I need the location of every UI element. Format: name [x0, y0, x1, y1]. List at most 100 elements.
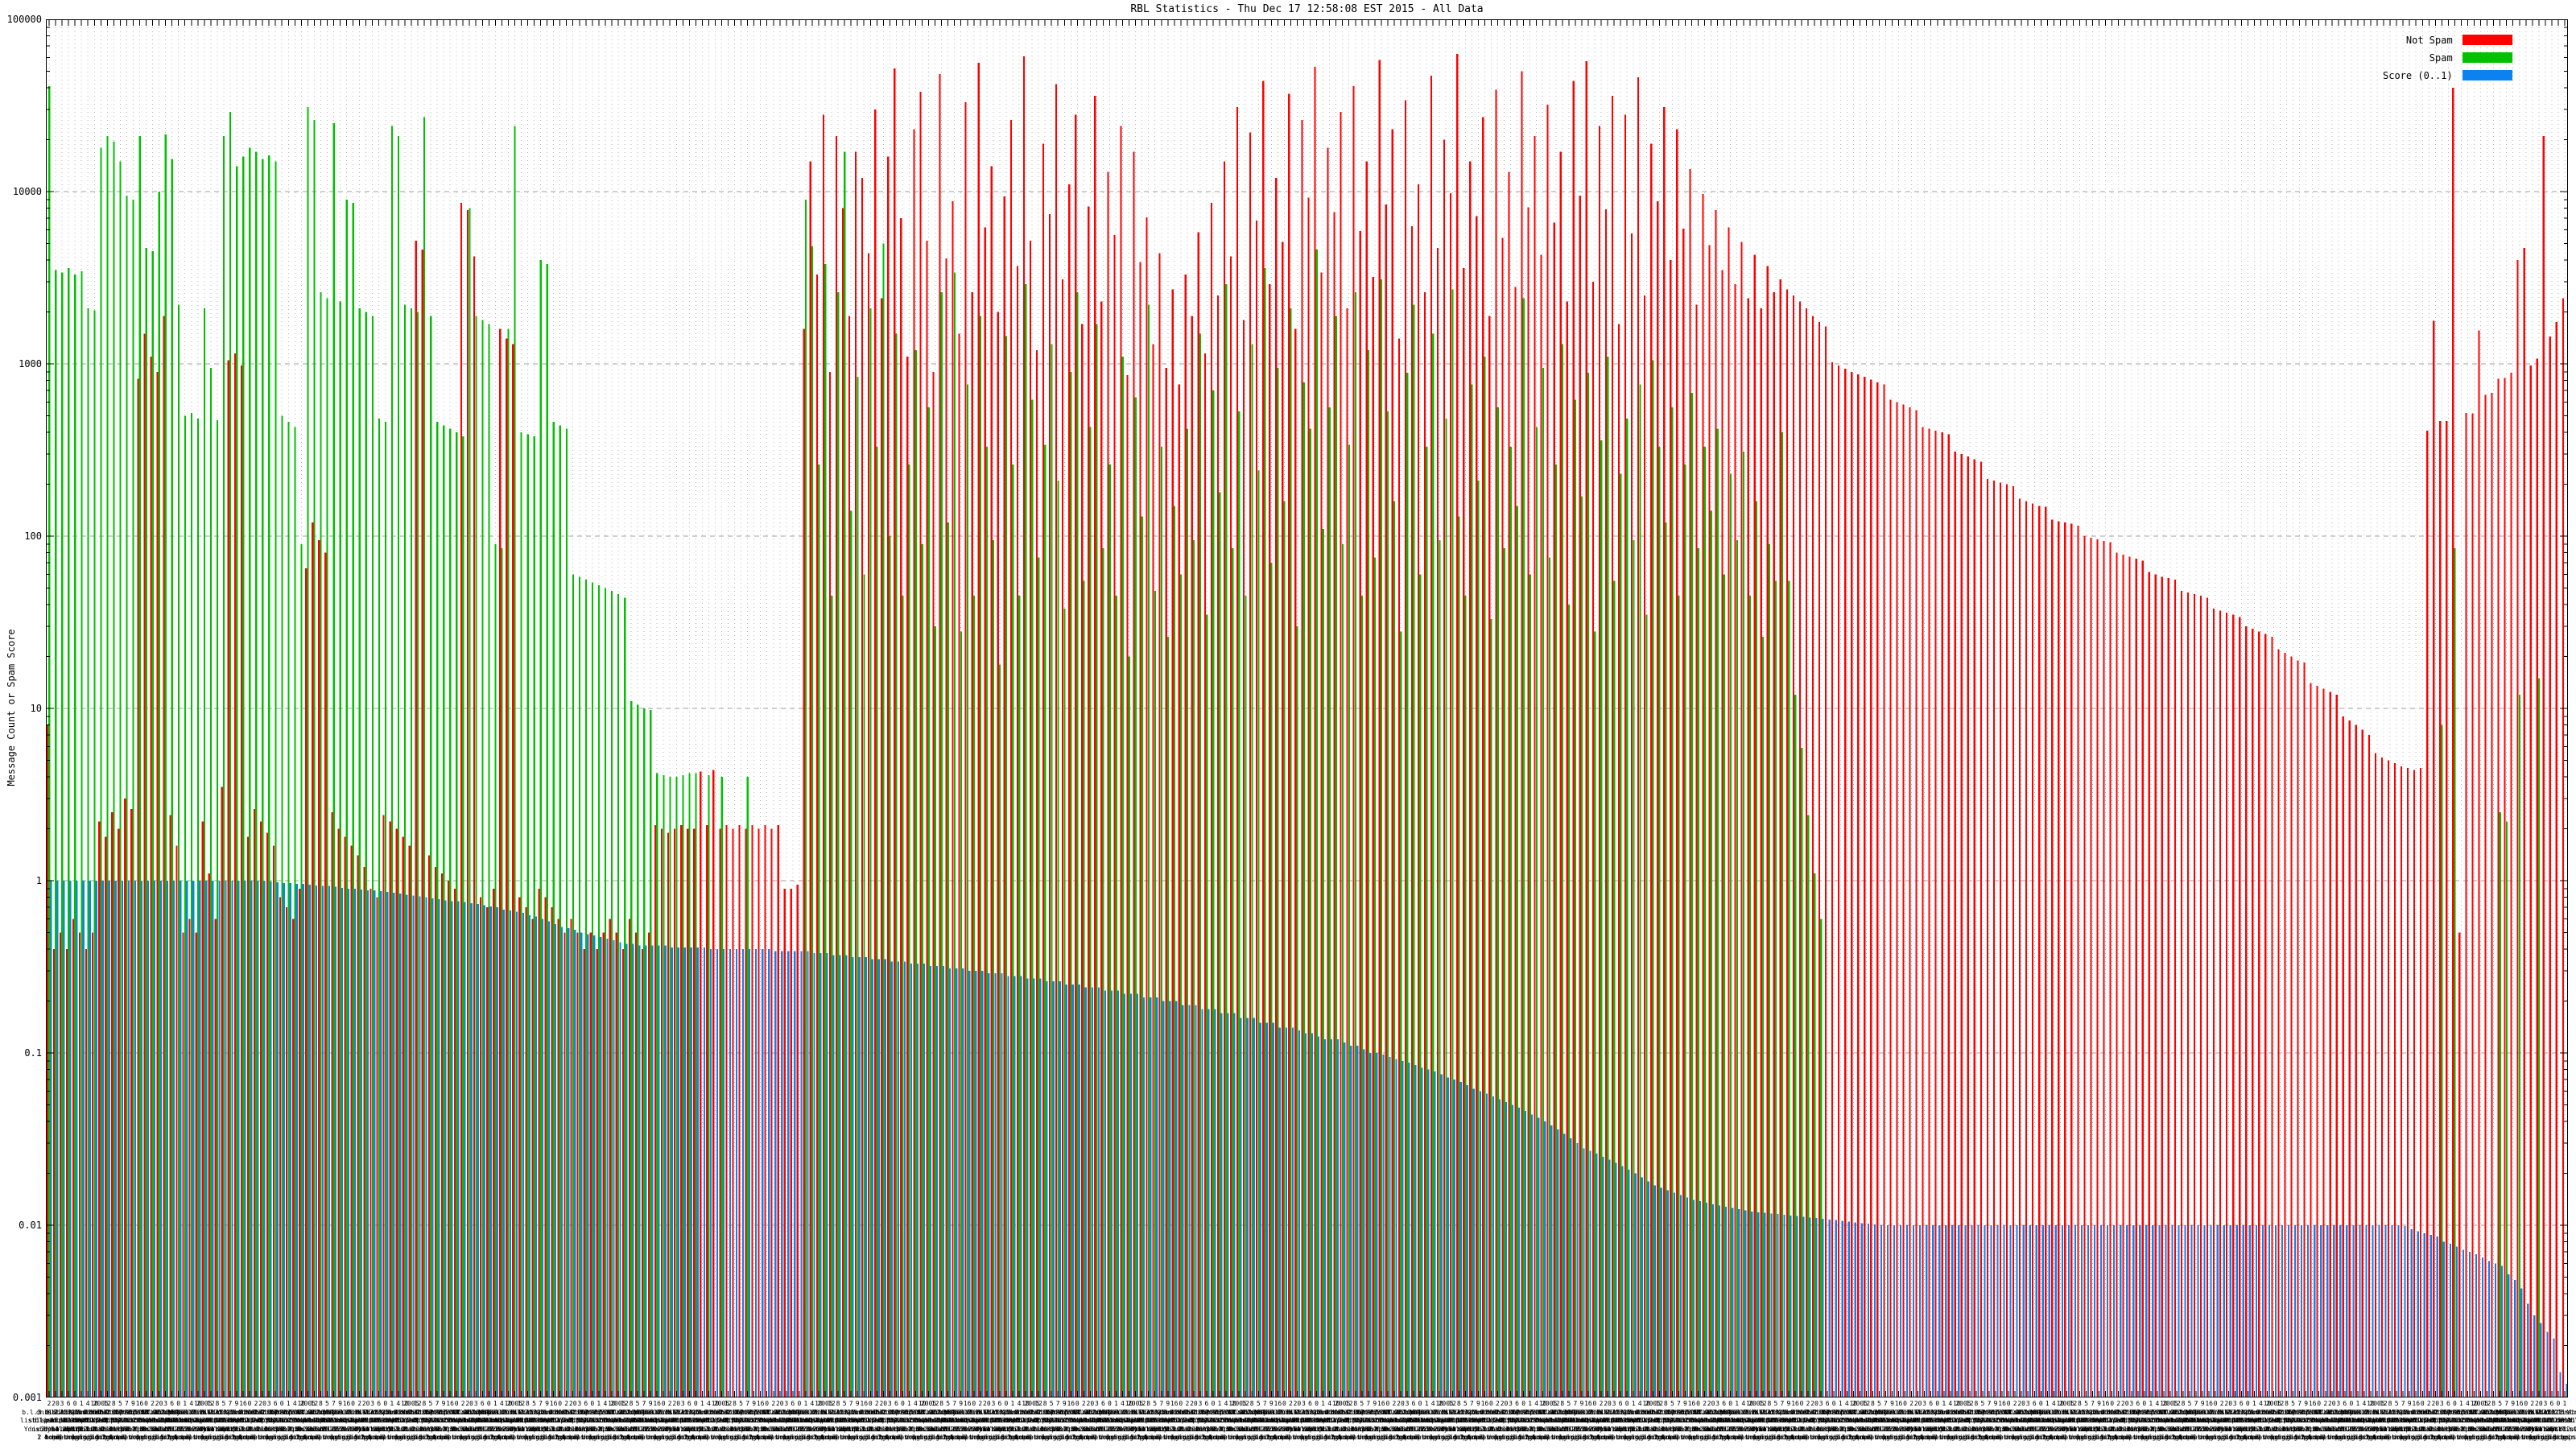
x-tick-label: 0 dnsbl.ab.0.Y rbl.dyna.2.Y.list bl.de.2…	[873, 1400, 940, 1441]
bar-not-spam	[732, 828, 734, 1397]
bar-score	[1990, 1225, 1992, 1397]
x-tick-label: 6 cbl.2.0.2.Y spam.dnsbl.0.2.2.Y sbl.xbl…	[1695, 1400, 1765, 1441]
bar-not-spam	[324, 552, 327, 1397]
x-tick-label: 7 truncate.0.Y rbl.sbl.xbl.2.Y dnsbl.0.2…	[1236, 1400, 1294, 1441]
x-tick-label: 9 rbl.2.Y.net dnsbl.dnsbl.ab.0.Y noptr.2…	[1138, 1400, 1209, 1441]
bar-score	[703, 947, 705, 1397]
bar-score	[515, 911, 518, 1397]
x-tick-label: 4 pbl.0.2.list pbl.dn.sbl.2.2 b.l.3.0.0.…	[2337, 1400, 2392, 1441]
bar-spam	[1380, 279, 1383, 1397]
bar-not-spam	[466, 210, 469, 1397]
x-tick-label: 0 2.Y.Y.dnsbl rbl.ab.dnsbl.2.Y bl.ab.cd.…	[46, 1400, 109, 1441]
bar-score	[237, 881, 240, 1397]
bar-spam	[1607, 357, 1609, 1397]
x-tick-label: 7 dnsbl.ab.0.Y rbl.dyna.2.Y.list bl.de.2…	[2270, 1400, 2337, 1441]
bar-not-spam	[531, 919, 534, 1397]
bar-score	[1097, 987, 1100, 1397]
bar-score	[2293, 1225, 2297, 1397]
bar-score	[425, 897, 427, 1397]
bar-score	[451, 901, 453, 1397]
bar-score	[1059, 981, 1061, 1397]
bar-score	[632, 943, 634, 1397]
x-tick-label: 4 pbl.0.2.list pbl.dn.sbl.2.2 b.l.3.0.0.…	[474, 1400, 530, 1441]
bar-spam	[436, 422, 439, 1397]
bar-score	[2145, 1225, 2148, 1397]
bar-score	[1815, 1218, 1818, 1397]
bar-score	[1647, 1181, 1649, 1397]
bar-spam	[456, 432, 458, 1397]
x-tick-label: 20 ix.dnsbl.2.Y sbl.Y.0.Y.2.Y.ist ist.2.…	[2406, 1400, 2473, 1441]
bar-spam	[1283, 501, 1286, 1397]
bar-spam	[1076, 292, 1079, 1397]
bar-score	[1608, 1159, 1611, 1397]
bar-spam	[1620, 473, 1622, 1397]
bar-score	[541, 919, 544, 1397]
bar-score	[1052, 981, 1055, 1397]
bar-not-spam	[997, 312, 999, 1397]
bar-score	[2301, 1225, 2303, 1397]
x-tick-label: 7 dnsbl.ab.0.Y rbl.dyna.2.Y.list bl.de.2…	[718, 1400, 785, 1441]
bar-not-spam	[2239, 617, 2241, 1397]
bar-not-spam	[868, 253, 870, 1397]
bar-spam	[953, 272, 956, 1397]
bar-score	[1932, 1225, 1934, 1397]
bar-not-spam	[2058, 521, 2060, 1397]
x-tick-label: 4 pbl.0.2.list pbl.dn.sbl.2.2 b.l.3.0.0.…	[1406, 1400, 1460, 1441]
bar-not-spam	[427, 855, 430, 1397]
x-tick-label: 4 spam.2.0.Y pbl.ist.2.2.Y.0 Y.0.Y.2.Y.i…	[1611, 1400, 1670, 1441]
bar-score	[1666, 1190, 1669, 1397]
bar-spam	[171, 159, 173, 1397]
x-tick-label: 1 ch3.3.0.0.Y dnsbl.truncate.0.Y rbl.2.Y…	[155, 1400, 226, 1441]
bar-spam	[397, 136, 400, 1397]
bar-not-spam	[1197, 232, 1199, 1397]
bar-score	[638, 945, 641, 1397]
bar-spam	[663, 774, 665, 1397]
bar-spam	[1600, 440, 1603, 1397]
x-tick-label: 8 dnsbl.0.2.2.Y bl.noptr.2.2.Y dnsbl.ab.…	[1638, 1400, 1694, 1441]
x-tick-label: 9 noptr.2.2.Y dnsbl.2.Y.Y.dnsbl ch3.3.0.…	[1345, 1400, 1412, 1441]
bar-spam	[475, 316, 477, 1397]
bar-not-spam	[790, 888, 792, 1397]
bar-score	[341, 887, 344, 1397]
bar-spam	[417, 312, 419, 1397]
bar-not-spam	[1650, 143, 1653, 1397]
bar-score	[50, 881, 52, 1397]
bar-not-spam	[1495, 89, 1497, 1397]
x-tick-label: 12 ist.2.2.Y.0 sbl.b.l.3.0.0.list dn.sbl…	[2458, 1400, 2529, 1441]
x-tick-label: 0 truncate.0.Y rbl.sbl.xbl.2.Y dnsbl.0.2…	[149, 1400, 208, 1441]
bar-not-spam	[1178, 384, 1180, 1397]
bar-not-spam	[828, 371, 832, 1397]
bar-spam	[902, 596, 904, 1397]
bar-score	[2255, 1225, 2257, 1397]
bar-score	[496, 907, 498, 1397]
bar-not-spam	[512, 344, 514, 1397]
bar-spam	[1690, 392, 1693, 1397]
bar-spam	[488, 324, 490, 1397]
bar-not-spam	[1443, 139, 1446, 1397]
bar-score	[890, 961, 893, 1397]
bar-spam	[546, 263, 548, 1397]
bar-score	[1304, 1033, 1307, 1397]
bar-not-spam	[1236, 106, 1239, 1397]
x-tick-label: 3 bl.ab.cd.net bl.rbl.2.Y.net truncate.0…	[759, 1400, 814, 1441]
bar-score	[593, 935, 596, 1397]
bar-score	[1860, 1223, 1863, 1397]
bar-score	[1285, 1027, 1287, 1397]
bar-score	[263, 881, 266, 1397]
bar-score	[1201, 1009, 1203, 1397]
bar-spam	[844, 151, 846, 1397]
x-tick-label: 6 cbl.2.0.2.Y spam.dnsbl.0.2.2.Y sbl.xbl…	[1074, 1400, 1145, 1441]
bar-spam	[410, 308, 413, 1397]
bar-not-spam	[900, 218, 902, 1397]
bar-not-spam	[1184, 275, 1187, 1397]
bar-spam	[469, 208, 471, 1397]
x-tick-label: 1 noptr.2.2.Y dnsbl.2.Y.Y.dnsbl ch3.3.0.…	[1811, 1400, 1878, 1441]
bar-score	[1809, 1217, 1811, 1397]
bar-not-spam	[2193, 594, 2196, 1397]
bar-score	[56, 881, 59, 1397]
bar-not-spam	[72, 919, 75, 1397]
bar-not-spam	[1870, 379, 1872, 1397]
bar-not-spam	[227, 360, 229, 1397]
bar-not-spam	[2446, 421, 2448, 1397]
bar-not-spam	[150, 357, 152, 1397]
